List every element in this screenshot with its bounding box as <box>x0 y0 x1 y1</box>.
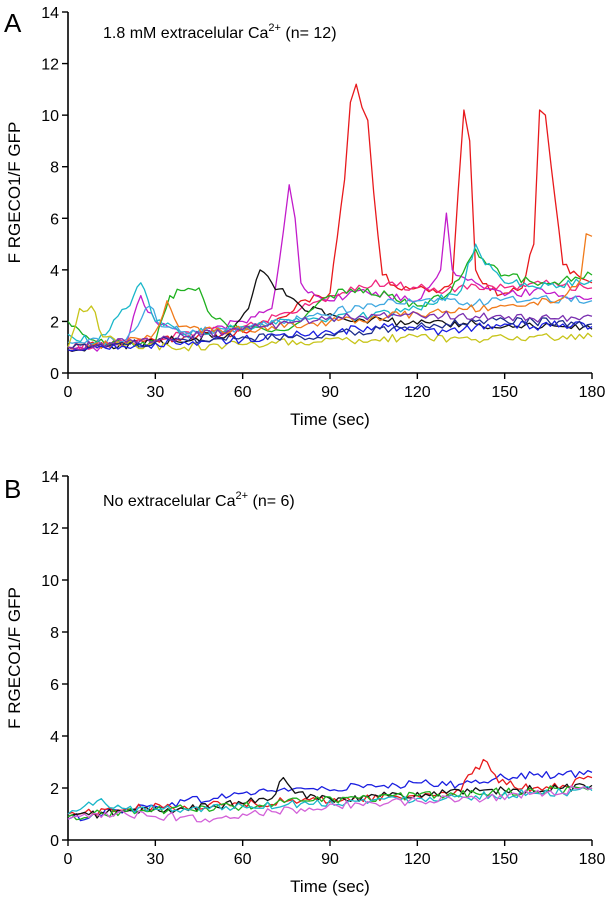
x-tick-label: 90 <box>321 384 339 401</box>
y-tick-label: 8 <box>50 160 59 177</box>
y-tick-label: 12 <box>41 57 59 74</box>
y-tick-label: 6 <box>50 677 59 694</box>
series-line-violet <box>67 785 593 823</box>
series-line-orange <box>67 233 593 350</box>
y-tick-label: 6 <box>50 211 59 228</box>
y-tick-label: 0 <box>50 366 59 383</box>
series-line-cyan <box>67 786 593 815</box>
panel-annotation: No extracelular Ca2+ (n= 6) <box>103 490 295 510</box>
x-tick-label: 30 <box>146 851 164 868</box>
y-tick-label: 0 <box>50 833 59 850</box>
series-line-blue <box>67 320 593 352</box>
series-line-purple <box>67 310 593 351</box>
series-line-darkblue <box>67 316 593 349</box>
x-tick-label: 90 <box>321 851 339 868</box>
x-tick-label: 180 <box>579 851 606 868</box>
y-tick-label: 4 <box>50 263 59 280</box>
y-axis-title: F RGECO1/F GFP <box>5 122 24 264</box>
series-line-skyblue <box>67 295 593 345</box>
y-tick-label: 12 <box>41 521 59 538</box>
y-tick-label: 8 <box>50 625 59 642</box>
x-axis-title: Time (sec) <box>290 877 370 896</box>
series-line-blue <box>67 769 593 822</box>
chart-panel-b: B 0 2 4 6 8 10 12 14 0 30 60 90 120 150 180 Time (sec) F … <box>4 469 605 896</box>
y-tick-label: 10 <box>41 108 59 125</box>
y-tick-label: 10 <box>41 573 59 590</box>
x-axis-title: Time (sec) <box>290 410 370 429</box>
series-line-red <box>67 758 593 816</box>
x-tick-label: 120 <box>404 384 431 401</box>
x-tick-label: 60 <box>234 851 252 868</box>
y-tick-label: 2 <box>50 314 59 331</box>
x-tick-label: 0 <box>64 384 73 401</box>
x-tick-label: 60 <box>234 384 252 401</box>
y-axis-title: F RGECO1/F GFP <box>5 587 24 729</box>
panel-letter: A <box>4 8 22 38</box>
y-tick-label: 14 <box>41 469 59 486</box>
x-tick-label: 30 <box>146 384 164 401</box>
series-line-yellow <box>67 305 593 352</box>
x-tick-label: 150 <box>491 851 518 868</box>
x-tick-label: 150 <box>491 384 518 401</box>
x-tick-label: 120 <box>404 851 431 868</box>
y-tick-label: 2 <box>50 781 59 798</box>
panel-annotation: 1.8 mM extracelular Ca2+ (n= 12) <box>103 22 337 42</box>
chart-panel-a: A 0 2 4 6 8 10 12 14 0 30 60 90 120 150 180 Time (sec) F … <box>4 5 605 429</box>
x-tick-label: 0 <box>64 851 73 868</box>
y-tick-label: 14 <box>41 5 59 22</box>
y-tick-label: 4 <box>50 729 59 746</box>
panel-letter: B <box>4 474 21 504</box>
series-line-magenta <box>67 184 593 353</box>
x-tick-label: 180 <box>579 384 606 401</box>
